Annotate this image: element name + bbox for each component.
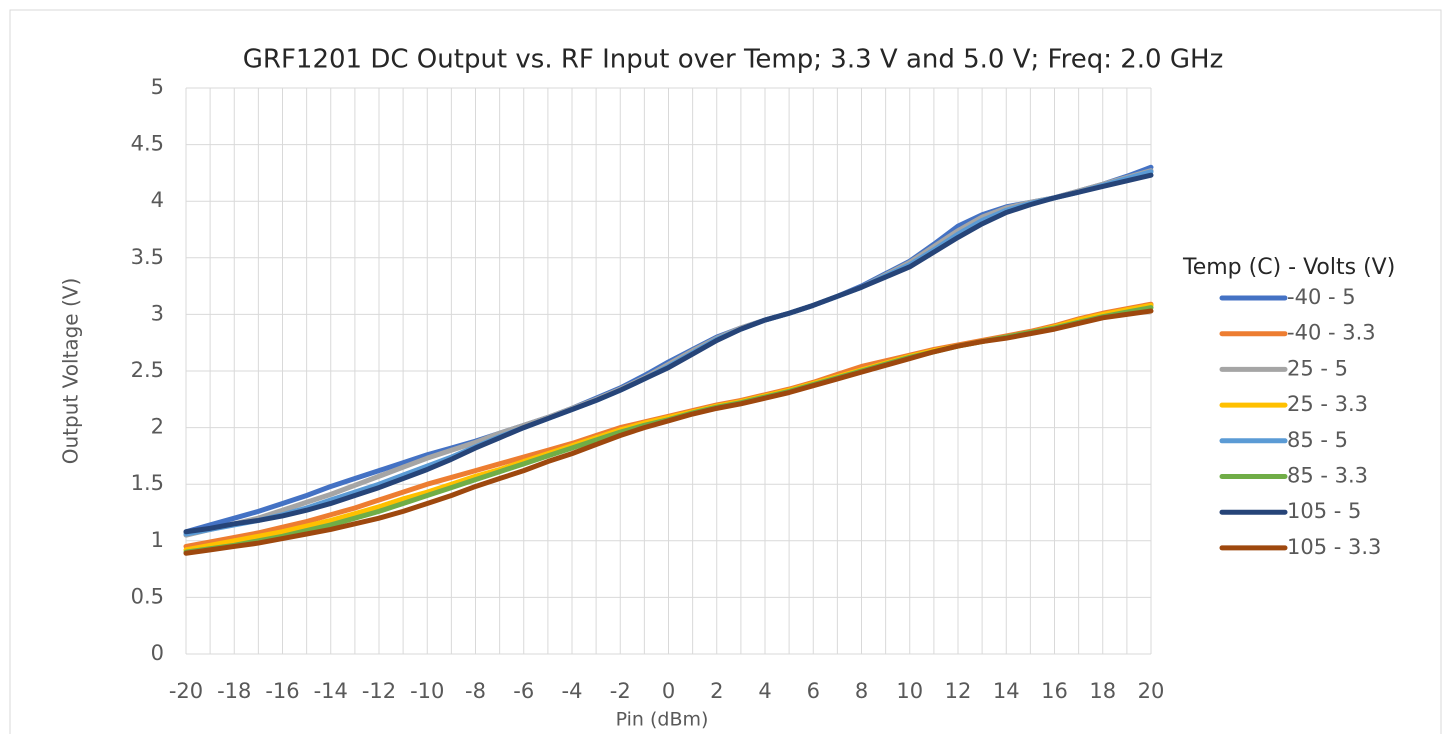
chart-frame bbox=[9, 9, 1442, 734]
y-tick-label: 0 bbox=[151, 641, 164, 665]
x-tick-label: -16 bbox=[265, 679, 299, 703]
series-line bbox=[183, 172, 1154, 535]
x-tick-label: 0 bbox=[662, 679, 675, 703]
x-tick-label: 2 bbox=[710, 679, 723, 703]
x-tick-label: -14 bbox=[314, 679, 348, 703]
x-tick-label: -2 bbox=[610, 679, 631, 703]
y-tick-label: 1.5 bbox=[131, 471, 164, 495]
y-tick-label: 0.5 bbox=[131, 584, 164, 608]
x-tick-label: -20 bbox=[169, 679, 203, 703]
legend-title: Temp (C) - Volts (V) bbox=[1182, 255, 1395, 280]
y-tick-label: 4.5 bbox=[131, 132, 164, 156]
x-tick-label: 20 bbox=[1138, 679, 1165, 703]
y-tick-label: 3.5 bbox=[131, 245, 164, 269]
legend-label: -40 - 3.3 bbox=[1287, 321, 1376, 345]
x-tick-label: -8 bbox=[465, 679, 486, 703]
x-tick-label: 6 bbox=[807, 679, 820, 703]
x-tick-label: 8 bbox=[855, 679, 868, 703]
x-tick-label: 10 bbox=[896, 679, 923, 703]
x-tick-label: 18 bbox=[1089, 679, 1116, 703]
x-tick-label: -4 bbox=[562, 679, 583, 703]
y-tick-label: 2.5 bbox=[131, 358, 164, 382]
y-tick-label: 2 bbox=[151, 415, 164, 439]
y-tick-label: 4 bbox=[151, 188, 164, 212]
x-tick-label: -18 bbox=[217, 679, 251, 703]
x-tick-label: 12 bbox=[945, 679, 972, 703]
legend-label: 85 - 3.3 bbox=[1287, 464, 1368, 488]
legend-label: 25 - 3.3 bbox=[1287, 392, 1368, 416]
y-tick-label: 3 bbox=[151, 301, 164, 325]
legend-label: 85 - 5 bbox=[1287, 428, 1348, 452]
chart-title: GRF1201 DC Output vs. RF Input over Temp… bbox=[243, 45, 1223, 75]
x-tick-label: -6 bbox=[513, 679, 534, 703]
legend-label: 105 - 5 bbox=[1287, 499, 1361, 523]
y-axis-label: Output Voltage (V) bbox=[59, 278, 83, 465]
y-tick-label: 5 bbox=[151, 75, 164, 99]
x-tick-label: 16 bbox=[1041, 679, 1068, 703]
x-tick-label: -10 bbox=[410, 679, 444, 703]
y-tick-label: 1 bbox=[151, 528, 164, 552]
x-axis-label: Pin (dBm) bbox=[616, 709, 709, 731]
legend-label: 105 - 3.3 bbox=[1287, 535, 1381, 559]
series-line bbox=[183, 308, 1154, 556]
x-tick-label: -12 bbox=[362, 679, 396, 703]
legend-label: 25 - 5 bbox=[1287, 356, 1348, 380]
legend-label: -40 - 5 bbox=[1287, 285, 1356, 309]
x-tick-label: 4 bbox=[758, 679, 771, 703]
x-tick-label: 14 bbox=[993, 679, 1020, 703]
